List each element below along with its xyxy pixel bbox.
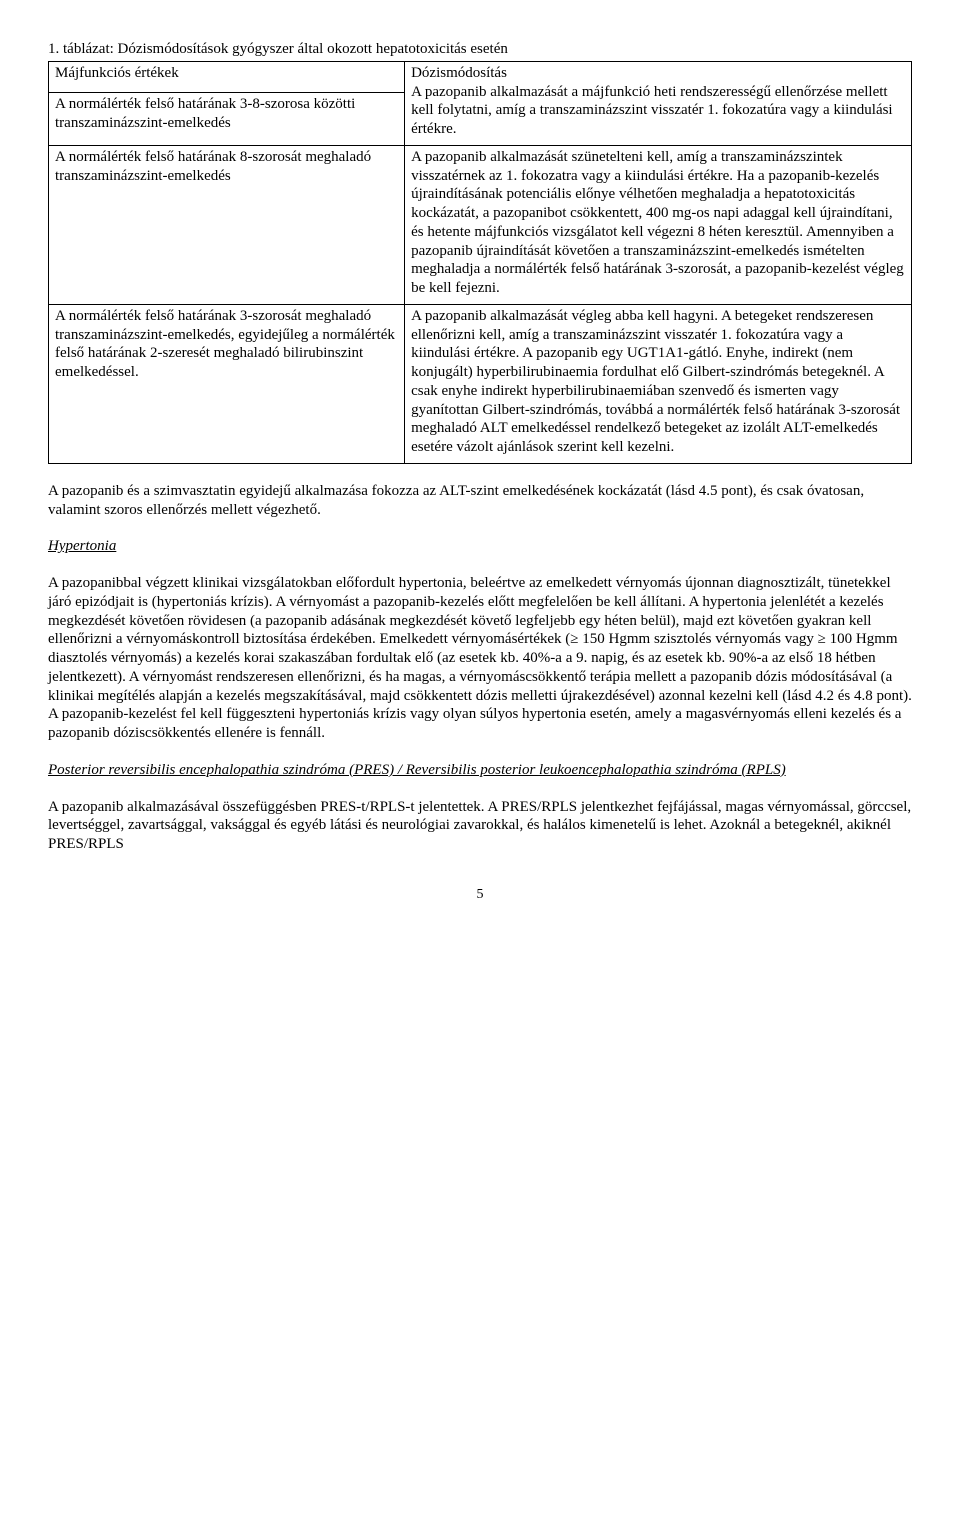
cell-text: A pazopanib alkalmazását a májfunkció he… [411,84,893,138]
table-cell: A pazopanib alkalmazását szünetelteni ke… [405,145,912,304]
section-heading-hypertonia: Hypertonia [48,537,912,556]
paragraph: A pazopanib alkalmazásával összefüggésbe… [48,798,912,854]
table-row: Májfunkciós értékek Dózismódosítás A paz… [49,61,912,92]
table-cell: A normálérték felső határának 8-szorosát… [49,145,405,304]
table-cell: A pazopanib alkalmazását végleg abba kel… [405,304,912,463]
table-cell: A normálérték felső határának 3-szorosát… [49,304,405,463]
table-caption: 1. táblázat: Dózismódosítások gyógyszer … [48,40,912,59]
paragraph: A pazopanib és a szimvasztatin egyidejű … [48,482,912,520]
table-cell: Dózismódosítás A pazopanib alkalmazását … [405,61,912,145]
table-row: A normálérték felső határának 8-szorosát… [49,145,912,304]
table-cell: A normálérték felső határának 3-8-szoros… [49,93,405,146]
table-cell: Májfunkciós értékek [49,61,405,92]
dose-modification-table: Májfunkciós értékek Dózismódosítás A paz… [48,61,912,464]
cell-header: Dózismódosítás [411,65,507,81]
table-row: A normálérték felső határának 3-szorosát… [49,304,912,463]
paragraph: A pazopanibbal végzett klinikai vizsgála… [48,574,912,743]
page-number: 5 [48,886,912,904]
section-heading-pres-rpls: Posterior reversibilis encephalopathia s… [48,761,912,780]
